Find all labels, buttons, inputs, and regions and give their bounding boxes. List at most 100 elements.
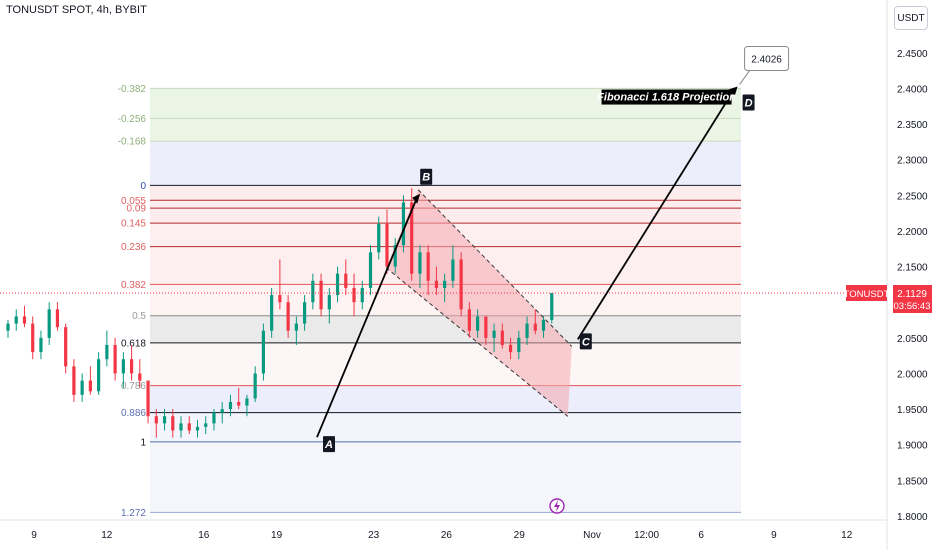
- fib-level-label: 1.272: [121, 508, 146, 519]
- price-tag-price: 2.1129: [897, 289, 927, 300]
- candle-body: [385, 223, 389, 267]
- candle-body: [212, 412, 216, 424]
- candle-body: [467, 309, 471, 331]
- candle-body: [434, 280, 439, 288]
- candle-body: [146, 380, 150, 417]
- candle-body: [459, 259, 463, 310]
- fib-band: [150, 208, 741, 224]
- arrowhead-d: [728, 86, 738, 97]
- price-tag-symbol-box: [846, 285, 887, 302]
- x-tick-label: 16: [198, 530, 210, 541]
- candle-body: [451, 259, 455, 281]
- y-tick-label: 2.2500: [897, 191, 928, 202]
- candle-body: [220, 409, 224, 413]
- fib-level-label: 0.382: [121, 280, 146, 291]
- candle-body: [97, 359, 101, 392]
- fib-band: [150, 118, 741, 142]
- candle-body: [121, 359, 125, 374]
- candle-body: [6, 323, 10, 331]
- candle-body: [187, 423, 191, 431]
- x-tick-label: 19: [271, 530, 283, 541]
- lightning-icon-bolt: [554, 500, 560, 512]
- y-tick-label: 2.2000: [897, 227, 928, 238]
- candle-body: [22, 316, 27, 324]
- candle-body: [426, 252, 430, 281]
- candle-body: [476, 316, 480, 331]
- candle-body: [393, 245, 397, 267]
- candle-body: [55, 309, 60, 328]
- candle-body: [278, 295, 282, 303]
- fib-band: [150, 441, 741, 513]
- y-tick-label: 1.9000: [897, 441, 928, 452]
- candle-body: [508, 344, 513, 353]
- candle-body: [129, 359, 134, 374]
- y-tick-label: 2.3500: [897, 120, 928, 131]
- callout-value: 2.4026: [751, 55, 782, 66]
- candle-body: [39, 337, 43, 353]
- candle-body: [31, 323, 35, 353]
- descending-channel: [386, 189, 572, 417]
- x-tick-label: 26: [441, 530, 453, 541]
- x-tick-label: 12: [101, 530, 113, 541]
- candle-body: [154, 416, 158, 424]
- candle-body: [64, 327, 68, 367]
- fib-band: [150, 141, 741, 186]
- candle-body: [171, 416, 175, 431]
- projection-label-box: [601, 89, 732, 105]
- candle-body: [484, 316, 488, 338]
- candle-body: [195, 426, 200, 431]
- candle-body: [294, 323, 298, 331]
- candle-body: [319, 280, 323, 310]
- candle-body: [360, 287, 364, 303]
- candle-body: [377, 223, 381, 253]
- x-tick-label: 12: [841, 530, 853, 541]
- candle-body: [541, 320, 546, 331]
- candle-body: [113, 344, 117, 374]
- candle-body: [245, 398, 249, 406]
- candle-body: [550, 293, 554, 321]
- y-tick-label: 2.3000: [897, 156, 928, 167]
- fib-level-label: 0.09: [127, 204, 147, 215]
- point-label: A: [324, 439, 333, 451]
- fib-level-label: 0.236: [121, 242, 146, 253]
- channel-upper-line: [417, 189, 573, 347]
- fib-level-label: -0.382: [118, 84, 147, 95]
- x-tick-label: 9: [31, 530, 37, 541]
- point-marker-box: [420, 168, 433, 185]
- candle-body: [525, 323, 529, 338]
- x-tick-label: 23: [368, 530, 380, 541]
- wave-line-ab: [316, 199, 418, 438]
- candle-body: [253, 373, 257, 399]
- candle-body: [418, 252, 422, 274]
- fib-level-label: 0.886: [121, 408, 146, 419]
- candle-body: [14, 316, 18, 324]
- y-tick-label: 1.8500: [897, 476, 928, 487]
- candle-body: [204, 423, 208, 427]
- candle-body: [492, 330, 496, 338]
- y-tick-label: 1.9500: [897, 405, 928, 416]
- candle-body: [443, 280, 447, 288]
- candle-body: [270, 295, 274, 331]
- candle-body: [237, 401, 241, 406]
- fib-level-label: -0.168: [118, 137, 147, 148]
- symbol-title: TONUSDT SPOT, 4h, BYBIT: [6, 4, 147, 16]
- point-marker-box: [323, 436, 335, 453]
- unit-button[interactable]: USDT: [894, 6, 928, 30]
- x-tick-label: 9: [771, 530, 777, 541]
- x-tick-label: 29: [514, 530, 526, 541]
- candle-body: [302, 302, 307, 324]
- candle-body: [72, 366, 76, 395]
- candle-body: [88, 380, 92, 392]
- candle-body: [179, 423, 183, 431]
- x-tick-label: 6: [698, 530, 704, 541]
- callout-pointer: [739, 70, 750, 85]
- candle-body: [80, 380, 84, 395]
- candle-body: [162, 416, 167, 424]
- candle-body: [410, 202, 414, 274]
- candle-body: [105, 344, 109, 360]
- point-label: B: [422, 172, 430, 184]
- candle-body: [335, 273, 340, 296]
- fib-level-label: 0.618: [121, 338, 146, 349]
- candle-body: [344, 273, 348, 288]
